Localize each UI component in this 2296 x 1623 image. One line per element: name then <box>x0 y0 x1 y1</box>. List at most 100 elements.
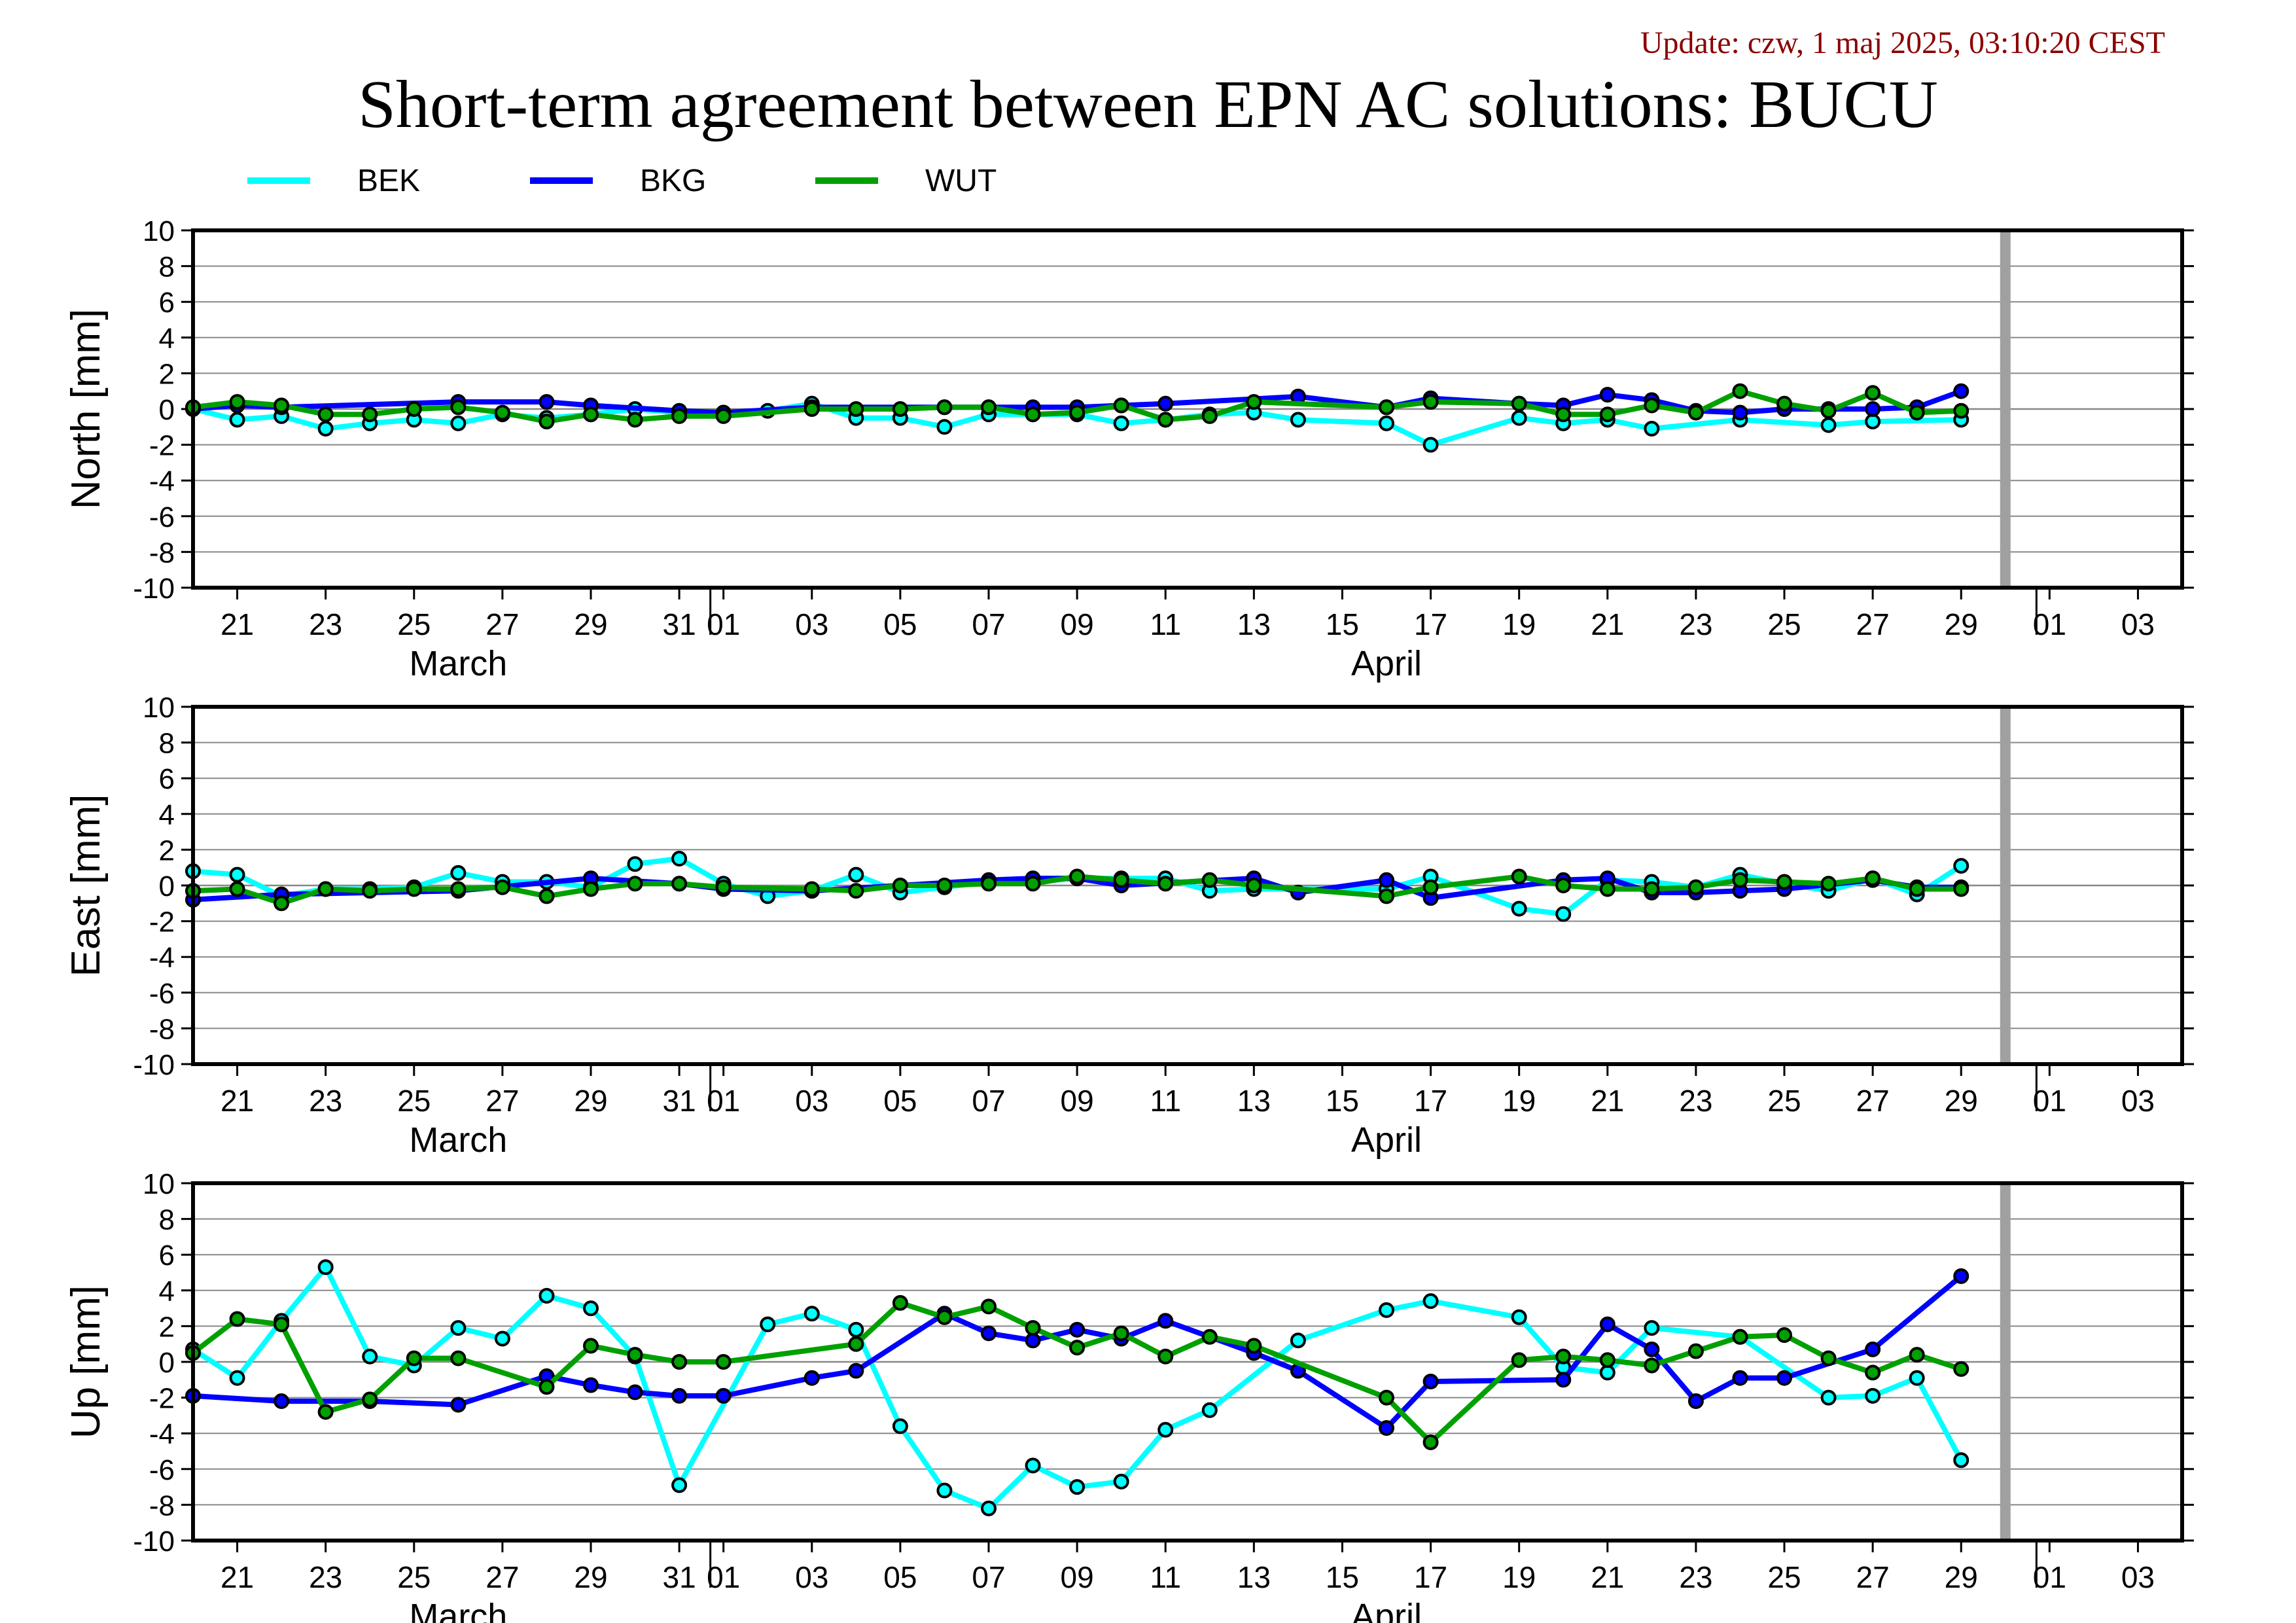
data-point-wut <box>450 399 467 416</box>
data-point-bek <box>936 1482 953 1499</box>
data-point-wut <box>1422 879 1439 895</box>
data-point-wut <box>1379 399 1394 416</box>
x-tick-label: 29 <box>574 607 607 641</box>
x-tick-label: 23 <box>309 607 342 641</box>
data-point-bek <box>936 419 953 435</box>
data-point-wut <box>1069 1340 1086 1356</box>
y-tick-label: -10 <box>133 573 175 605</box>
x-tick-label: 19 <box>1502 607 1536 641</box>
data-point-wut <box>1909 881 1925 897</box>
data-point-wut <box>1732 1329 1748 1345</box>
data-point-wut <box>1644 881 1660 897</box>
x-tick-label: 13 <box>1237 1084 1271 1118</box>
data-point-bkg <box>1865 1341 1881 1357</box>
x-tick-label: 01 <box>2033 1560 2066 1594</box>
data-point-wut <box>715 408 732 424</box>
x-tick-label: 19 <box>1502 1560 1536 1594</box>
y-tick-label: 8 <box>159 728 175 760</box>
x-tick-label: 05 <box>883 607 917 641</box>
x-tick-label: 15 <box>1326 1560 1359 1594</box>
data-point-wut <box>715 1354 732 1370</box>
y-tick-label: -4 <box>149 1418 175 1450</box>
data-point-bek <box>627 856 643 872</box>
x-tick-label: 21 <box>1591 1560 1624 1594</box>
y-tick-label: 4 <box>159 1275 175 1308</box>
data-point-wut <box>539 888 555 904</box>
data-point-wut <box>892 401 908 417</box>
data-point-wut <box>494 879 510 895</box>
data-point-wut <box>274 1316 290 1332</box>
x-tick-label: 21 <box>221 1560 254 1594</box>
y-tick-label: 6 <box>159 763 175 795</box>
data-point-wut <box>539 1379 555 1395</box>
data-point-bkg <box>1599 387 1616 403</box>
x-tick-label: 25 <box>397 1560 431 1594</box>
data-point-wut <box>981 1298 997 1315</box>
data-point-wut <box>1422 1434 1439 1450</box>
x-tick-label: 09 <box>1061 1084 1094 1118</box>
x-tick-label: 01 <box>707 607 740 641</box>
y-tick-label: -10 <box>133 1525 175 1558</box>
y-tick-label: 10 <box>143 1168 175 1200</box>
data-point-wut <box>317 406 334 423</box>
y-axis-label: East [mm] <box>63 794 109 976</box>
data-point-bkg <box>804 1370 820 1386</box>
data-point-bek <box>1820 417 1837 433</box>
data-point-wut <box>1069 404 1086 421</box>
data-point-bek <box>1511 410 1527 426</box>
data-point-wut <box>406 1350 422 1366</box>
x-tick-label: 17 <box>1414 607 1447 641</box>
data-point-bkg <box>1555 1372 1572 1388</box>
data-point-bkg <box>1953 383 1969 399</box>
data-point-bek <box>892 1418 908 1435</box>
data-point-wut <box>1599 1352 1616 1368</box>
x-tick-label: 15 <box>1326 607 1359 641</box>
month-label: March <box>409 1120 507 1160</box>
data-point-bek <box>229 412 245 428</box>
chart-title: Short-term agreement between EPN AC solu… <box>358 67 1938 142</box>
data-point-bek <box>1113 415 1129 431</box>
data-point-bek <box>1379 415 1394 431</box>
data-point-wut <box>583 406 599 423</box>
y-tick-label: -8 <box>149 1489 175 1522</box>
x-tick-label: 03 <box>2121 1084 2155 1118</box>
data-point-wut <box>1820 1350 1837 1366</box>
x-tick-label: 21 <box>1591 607 1624 641</box>
x-tick-label: 23 <box>309 1560 342 1594</box>
month-label: March <box>409 1597 507 1623</box>
data-point-bek <box>317 421 334 437</box>
month-label: April <box>1351 1597 1422 1623</box>
x-tick-label: 27 <box>486 1560 519 1594</box>
data-point-wut <box>1201 408 1218 424</box>
panel-3: 10 8 642 0 -2-4 -6-8-10 21 23 25 27 29 31 01 03 05 07 09… <box>63 1168 2194 1623</box>
x-tick-label: 07 <box>972 607 1005 641</box>
data-point-bkg <box>1025 1332 1041 1349</box>
x-tick-label: 05 <box>883 1560 917 1594</box>
data-point-wut <box>450 1350 467 1366</box>
data-point-wut <box>539 414 555 430</box>
x-tick-label: 13 <box>1237 607 1271 641</box>
data-point-wut <box>804 881 820 897</box>
update-timestamp: Update: czw, 1 maj 2025, 03:10:20 CEST <box>1640 26 2165 60</box>
data-point-bkg <box>539 394 555 410</box>
x-tick-label: 13 <box>1237 1560 1271 1594</box>
x-tick-label: 07 <box>972 1560 1005 1594</box>
data-point-wut <box>1379 1389 1394 1406</box>
x-tick-label: 27 <box>1856 1084 1890 1118</box>
x-tick-label: 09 <box>1061 1560 1094 1594</box>
x-tick-label: 03 <box>795 1084 828 1118</box>
data-point-wut <box>1025 876 1041 892</box>
y-tick-label: 8 <box>159 251 175 283</box>
data-point-wut <box>362 883 378 899</box>
data-point-wut <box>1025 406 1041 423</box>
y-axis-label: North [mm] <box>63 309 109 510</box>
plot-frame <box>191 228 2184 590</box>
data-point-wut <box>274 895 290 912</box>
series-wut <box>185 868 1969 912</box>
series-bek <box>185 1259 1969 1516</box>
data-point-bek <box>1422 437 1439 453</box>
data-point-bek <box>450 1320 467 1336</box>
x-tick-label: 05 <box>883 1084 917 1118</box>
data-point-wut <box>1732 383 1748 399</box>
